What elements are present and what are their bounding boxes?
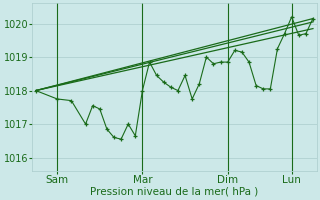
X-axis label: Pression niveau de la mer( hPa ): Pression niveau de la mer( hPa )	[90, 187, 259, 197]
